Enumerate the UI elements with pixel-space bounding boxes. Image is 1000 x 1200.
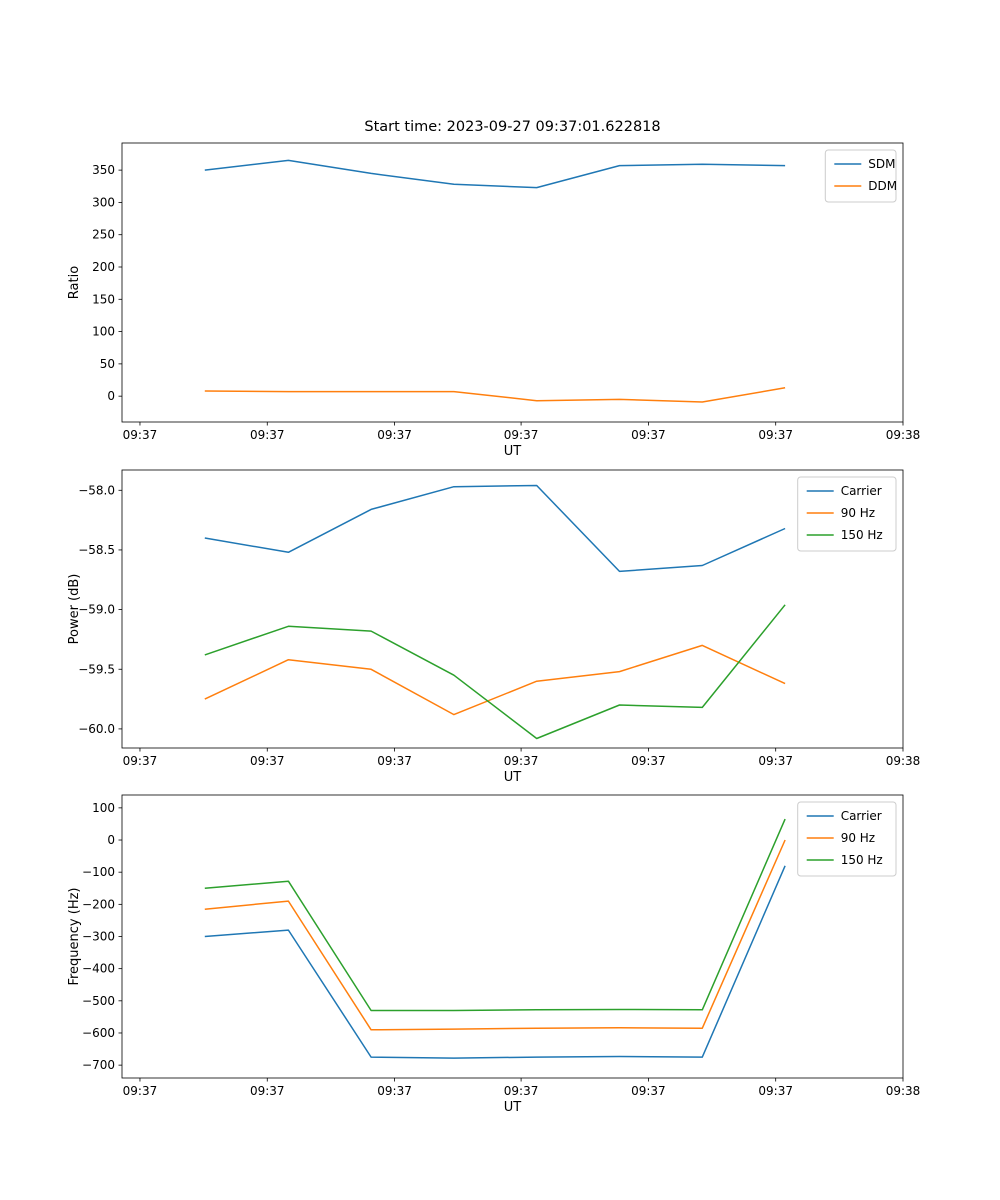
x-axis-label: UT <box>504 444 522 459</box>
x-tick-label: 09:37 <box>250 754 285 768</box>
x-tick-label: 09:37 <box>631 1084 666 1098</box>
x-tick-label: 09:37 <box>758 428 793 442</box>
y-tick-label: 0 <box>107 389 115 403</box>
legend-label: Carrier <box>841 809 882 823</box>
y-tick-label: 250 <box>92 228 115 242</box>
series-line-carrier <box>204 484 786 573</box>
y-tick-label: −59.5 <box>78 662 115 676</box>
x-tick-label: 09:37 <box>377 1084 412 1098</box>
y-tick-label: −700 <box>82 1058 115 1072</box>
series-line-90-hz <box>204 839 786 1031</box>
legend-box <box>797 801 897 877</box>
plot-frame <box>121 142 904 423</box>
x-tick-label: 09:37 <box>504 428 539 442</box>
legend-box <box>824 149 897 203</box>
y-tick-label: −59.0 <box>78 603 115 617</box>
series-line-ddm <box>204 387 786 403</box>
legend-label: 90 Hz <box>841 831 875 845</box>
x-tick-label: 09:37 <box>631 754 666 768</box>
y-axis-label: Ratio <box>67 266 82 299</box>
legend-label: DDM <box>868 179 897 193</box>
x-tick-label: 09:37 <box>631 428 666 442</box>
figure-title: Start time: 2023-09-27 09:37:01.622818 <box>364 119 661 135</box>
x-tick-label: 09:37 <box>250 428 285 442</box>
frequency-chart: 09:37 09:37 09:37 09:37 09:37 09:37 09:38 100 0 −… <box>67 794 921 1115</box>
x-axis-label: UT <box>504 1100 522 1115</box>
legend-label: Carrier <box>841 484 882 498</box>
legend-box <box>797 476 897 552</box>
legend-label: 150 Hz <box>841 853 883 867</box>
legend-label: 90 Hz <box>841 506 875 520</box>
y-tick-label: −200 <box>82 897 115 911</box>
y-tick-label: −100 <box>82 865 115 879</box>
x-tick-label: 09:37 <box>123 1084 158 1098</box>
x-tick-label: 09:38 <box>886 428 921 442</box>
y-tick-label: 350 <box>92 163 115 177</box>
x-tick-label: 09:37 <box>758 1084 793 1098</box>
y-tick-label: −400 <box>82 962 115 976</box>
x-tick-label: 09:37 <box>504 1084 539 1098</box>
y-tick-label: −600 <box>82 1026 115 1040</box>
y-tick-label: 150 <box>92 292 115 306</box>
y-axis-label: Frequency (Hz) <box>67 887 82 985</box>
x-tick-label: 09:37 <box>504 754 539 768</box>
y-tick-label: 100 <box>92 801 115 815</box>
plot-frame <box>121 794 904 1079</box>
x-tick-label: 09:37 <box>123 428 158 442</box>
x-tick-label: 09:37 <box>758 754 793 768</box>
y-tick-label: −500 <box>82 994 115 1008</box>
y-tick-label: 50 <box>100 357 115 371</box>
series-line-150-hz <box>204 818 786 1012</box>
x-axis-label: UT <box>504 770 522 785</box>
series-line-sdm <box>204 159 786 189</box>
x-tick-label: 09:37 <box>123 754 158 768</box>
series-line-90-hz <box>204 644 786 716</box>
y-tick-label: −300 <box>82 930 115 944</box>
x-tick-label: 09:38 <box>886 754 921 768</box>
y-axis-label: Power (dB) <box>67 574 82 645</box>
x-tick-label: 09:37 <box>377 428 412 442</box>
y-tick-label: 0 <box>107 833 115 847</box>
y-tick-label: 200 <box>92 260 115 274</box>
series-line-carrier <box>204 865 786 1059</box>
power-chart: 09:37 09:37 09:37 09:37 09:37 09:37 09:38 −58.0… <box>67 469 921 785</box>
y-tick-label: −60.0 <box>78 722 115 736</box>
x-tick-label: 09:37 <box>250 1084 285 1098</box>
legend-label: SDM <box>868 157 895 171</box>
x-tick-label: 09:37 <box>377 754 412 768</box>
y-tick-label: 300 <box>92 195 115 209</box>
ratio-chart: 09:37 09:37 09:37 09:37 09:37 09:37 09:38 0 50 10… <box>67 142 921 459</box>
y-tick-label: −58.5 <box>78 543 115 557</box>
y-tick-label: −58.0 <box>78 483 115 497</box>
plot-frame <box>121 469 904 749</box>
legend-label: 150 Hz <box>841 528 883 542</box>
y-tick-label: 100 <box>92 325 115 339</box>
series-line-150-hz <box>204 604 786 740</box>
x-tick-label: 09:38 <box>886 1084 921 1098</box>
